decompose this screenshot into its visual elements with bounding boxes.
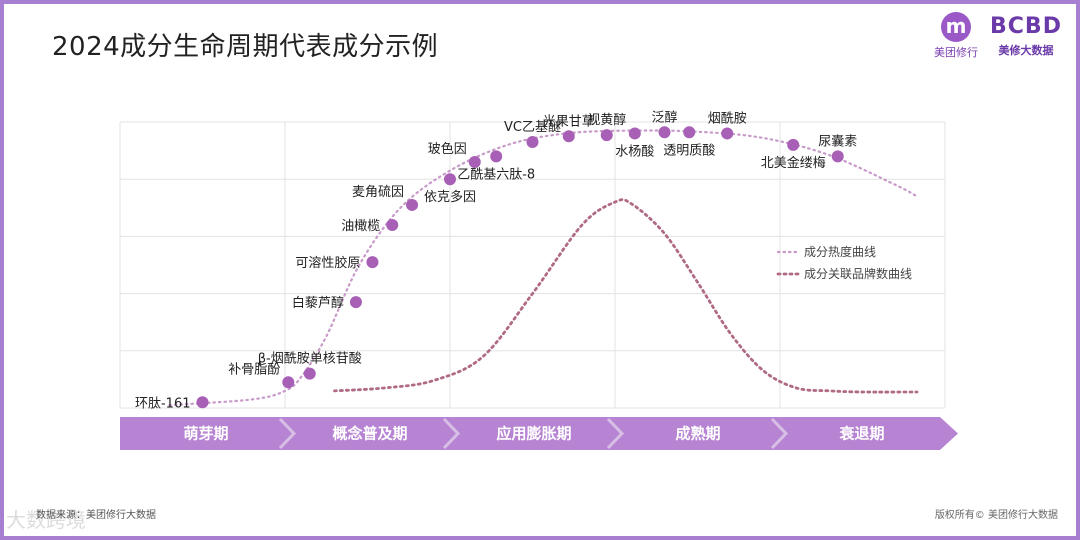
data-point [282,376,295,389]
data-source-note: 数据来源：美团修行大数据 [36,510,156,521]
logo-caption-left: 美团修行 [934,46,978,59]
data-point [303,367,316,380]
phase-bar [120,417,958,450]
phase-label: 萌芽期 [183,425,228,443]
data-point [366,256,379,269]
phase-chevron-divider [606,417,625,450]
data-point-label: 玻色因 [428,141,467,157]
data-point-label: 水杨酸 [615,144,654,159]
data-point-label: 视黄醇 [587,112,626,128]
data-point [787,138,800,151]
copyright-note: 版权所有© 美团修行大数据 [934,510,1058,521]
logo-mark-m: m [941,12,971,42]
logo-caption-right: 美修大数据 [998,44,1054,57]
bcbd-logo: BCBD 美修大数据 [990,14,1062,58]
phase-label: 成熟期 [675,425,720,443]
data-point-label: 烟酰胺 [708,111,747,126]
data-point [349,296,362,309]
data-point-label: VC乙基醚 [504,120,561,135]
data-point-label: 光果甘草 [543,114,595,129]
heat-curve-line [168,129,919,407]
data-point [386,218,399,231]
data-point-label: 白藜芦醇 [292,295,344,311]
data-point [658,126,671,139]
data-point-label: 尿囊素 [818,133,857,149]
data-point-label: 乙酰基六肽-8 [457,167,535,182]
data-point [600,129,613,142]
data-point-label: 环肽-161 [135,396,191,411]
data-point [468,156,481,169]
phase-label: 衰退期 [838,425,884,443]
data-point-label: 可溶性胶原 [295,255,360,271]
data-point [683,126,696,139]
phase-chevron-divider [278,417,297,450]
phase-chevron-divider [442,417,461,450]
data-point-label: 补骨脂酚 [228,362,280,377]
phase-chevron-divider [770,417,789,450]
data-point-label: 透明质酸 [663,143,715,158]
data-point [721,127,734,140]
meituan-logo: m 美团修行 [930,12,982,60]
data-point [196,396,209,409]
logo-mark-bcbd: BCBD [990,14,1062,39]
data-point [406,198,419,211]
legend-label-brand: 成分关联品牌数曲线 [804,266,912,281]
data-point [628,127,641,140]
brand-count-curve-line [333,198,919,394]
data-point [562,130,575,143]
phase-label: 概念普及期 [332,425,407,443]
data-point-label: β-烟酰胺单核苷酸 [258,352,362,367]
data-point [831,150,844,163]
data-point-label: 油橄榄 [341,218,380,234]
data-point-label: 麦角硫因 [352,185,404,200]
page-title: 2024成分生命周期代表成分示例 [52,32,439,62]
data-point-label: 泛醇 [651,109,677,125]
phase-label: 应用膨胀期 [496,425,571,443]
watermark-text: 大数跨境 [6,508,86,532]
data-point-label: 北美金缕梅 [761,155,826,171]
data-point [444,173,456,186]
legend-label-heat: 成分热度曲线 [804,244,876,259]
data-point [490,150,503,163]
data-point-label: 依克多因 [424,189,476,205]
data-point [526,136,539,149]
